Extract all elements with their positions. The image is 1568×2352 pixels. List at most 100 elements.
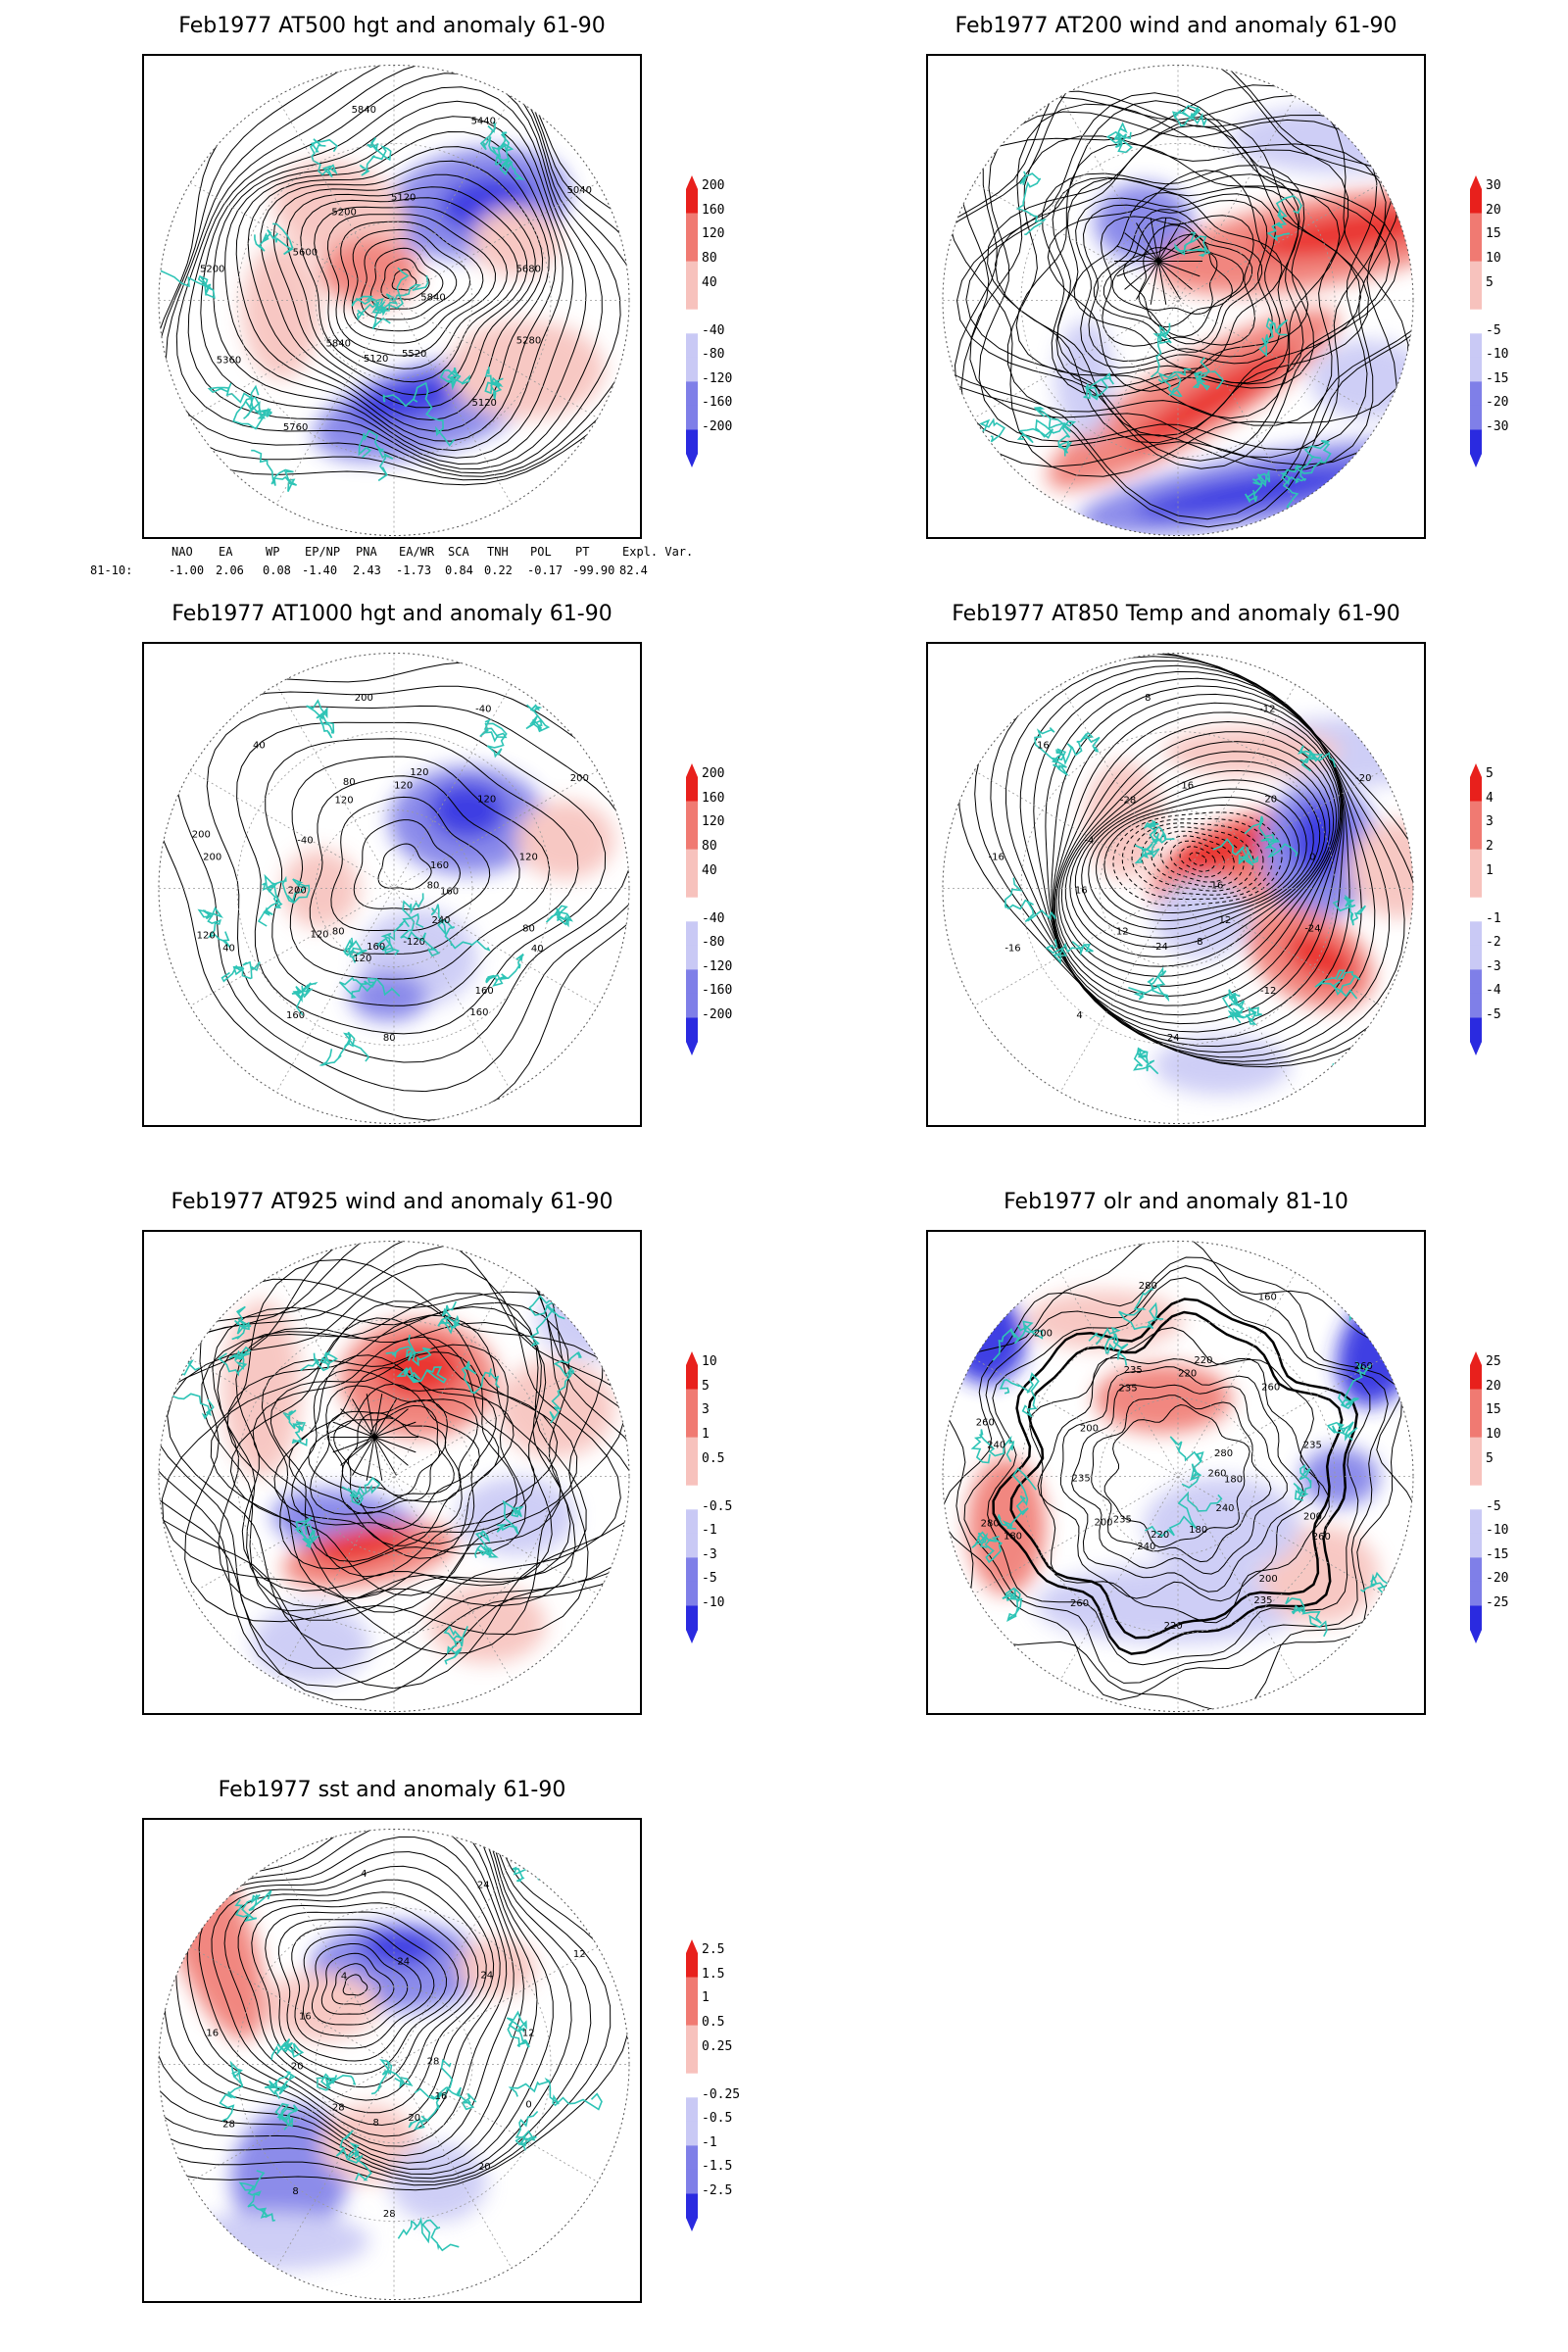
contour-label: 200 <box>1094 1517 1112 1528</box>
contour-label: 5200 <box>331 208 356 219</box>
colorbar-segment <box>1470 261 1482 286</box>
teleconnection-values: 81-10: -1.00 2.06 0.08 -1.40 2.43 -1.73 0.84 0.2… <box>90 564 717 579</box>
coastline <box>992 1320 1044 1361</box>
coastline <box>496 1499 524 1535</box>
coastline <box>506 2010 530 2048</box>
contour-line <box>1037 1356 1320 1602</box>
contour-label: 200 <box>1034 1329 1053 1340</box>
anomaly-region <box>1291 801 1349 879</box>
colorbar-segment <box>1470 801 1482 826</box>
streamline <box>352 1437 375 1476</box>
colorbar-segment <box>1470 1017 1482 1043</box>
teleconnection-table: NAO EA WP EP/NP PNA EA/WR SCA TNH POL PT Expl. Var… <box>0 0 784 588</box>
contour-line <box>314 206 509 369</box>
polar-map: 80801201602002001601208040-40-120-401201… <box>158 653 630 1124</box>
contour-line <box>377 843 432 890</box>
contour-line <box>331 1963 381 2005</box>
anomaly-region <box>351 372 466 425</box>
colorbar-segment <box>1470 1461 1482 1487</box>
contour-line <box>1112 811 1283 906</box>
panel-olr: Feb1977 olr and anomaly 81-10 260 235 220 20… <box>784 1176 1568 1764</box>
streamline <box>326 1398 462 1515</box>
anomaly-region <box>1337 1292 1413 1407</box>
coastline <box>549 1351 582 1424</box>
streamline <box>1075 193 1281 368</box>
colorbar: 200 160 120 80 40 -40 -80 -120 -160 -200 <box>686 174 774 467</box>
colorbar-tick: 3 <box>702 1402 710 1418</box>
contour-label: 120 <box>394 780 413 791</box>
colorbar-segment <box>686 405 698 430</box>
map-frame: 28 28 24 20 16 12 8 4 0 28 24 20 16 12 8 4 16 20 24 28 <box>142 1818 642 2303</box>
colorbar-segment <box>686 2025 698 2050</box>
colorbar-tick: -5 <box>1486 1498 1501 1514</box>
coastline <box>251 449 298 492</box>
colorbar-segment <box>686 1389 698 1414</box>
coastline <box>1327 1421 1358 1442</box>
anomaly-region <box>1095 183 1193 262</box>
colorbar-tick: 5 <box>702 1378 710 1394</box>
contour-label: 240 <box>1137 1542 1155 1552</box>
streamline <box>1111 224 1245 337</box>
coastline <box>1128 966 1170 1003</box>
contour-line <box>291 1926 435 2049</box>
contour-label: 220 <box>1194 1355 1212 1366</box>
colorbar-tick: 3 <box>1486 814 1494 830</box>
map-frame: 5840 5840 5120 5120 5200 5040 5120 5200 5280 5360… <box>142 54 642 539</box>
streamline <box>373 1437 383 1481</box>
colorbar-tick: -40 <box>702 910 725 926</box>
coastline <box>306 699 335 739</box>
streamline <box>373 1398 397 1438</box>
coastline <box>1227 1005 1262 1025</box>
colorbar-tick: 30 <box>1486 178 1501 194</box>
contour-line <box>159 1829 538 2171</box>
colorbar-tick: 80 <box>702 250 717 266</box>
streamline <box>978 111 1378 451</box>
coastline <box>528 1295 565 1348</box>
anomaly-region <box>252 1604 369 1683</box>
map-frame: 80 80 120 160 200 200 160 120 80 40 -40 -120 -40 120 1… <box>142 642 642 1127</box>
colorbar: 200 160 120 80 40 -40 -80 -120 -160 -200 <box>686 762 774 1055</box>
coastline <box>479 121 514 175</box>
teleconnection-header: WP <box>266 545 280 559</box>
streamline <box>273 1354 514 1559</box>
colorbar-segment <box>1470 1485 1482 1510</box>
streamline <box>229 1317 559 1596</box>
coastline <box>274 2102 299 2131</box>
map-frame <box>142 1230 642 1715</box>
polar-map: 28 28 24 20 16 12 8 4 0 28 24 20 16 12 8 4 16 20 24 28 <box>158 1829 630 2300</box>
anomaly-region <box>1166 820 1278 879</box>
colorbar-segment <box>1470 285 1482 311</box>
colorbar-arrow-bottom <box>686 1042 698 1055</box>
anomaly-region <box>1095 1364 1232 1433</box>
streamline <box>340 1437 375 1466</box>
colorbar: 10 5 3 1 0.5 -0.5 -1 -3 -5 -10 <box>686 1350 774 1643</box>
colorbar-segment <box>686 777 698 802</box>
streamline <box>373 1408 409 1438</box>
contour-label: -40 <box>475 704 491 714</box>
coastline <box>1144 819 1175 845</box>
streamline <box>217 1305 571 1608</box>
coastline <box>159 269 216 299</box>
coastline <box>1212 838 1259 866</box>
colorbar-tick: 15 <box>1486 1402 1501 1418</box>
anomaly-region <box>1349 820 1413 918</box>
colorbar-segment <box>686 2193 698 2219</box>
colorbar-tick: 25 <box>1486 1354 1501 1370</box>
coastline <box>1151 322 1172 378</box>
coastline <box>359 137 392 176</box>
contour-label: 5360 <box>217 356 241 367</box>
coastline <box>318 1031 369 1066</box>
streamline <box>1157 245 1200 262</box>
coastline <box>430 904 491 952</box>
anomaly-region <box>281 850 360 928</box>
coastline <box>254 222 294 256</box>
colorbar-segment <box>686 897 698 922</box>
contour-line <box>1179 846 1216 872</box>
colorbar-segment <box>686 2097 698 2123</box>
streamline <box>1100 215 1256 347</box>
coastline <box>1221 989 1246 1015</box>
streamline <box>1157 261 1181 300</box>
contour-label: 5680 <box>516 265 541 275</box>
colorbar-segment <box>1470 405 1482 430</box>
coastline <box>1033 406 1077 457</box>
